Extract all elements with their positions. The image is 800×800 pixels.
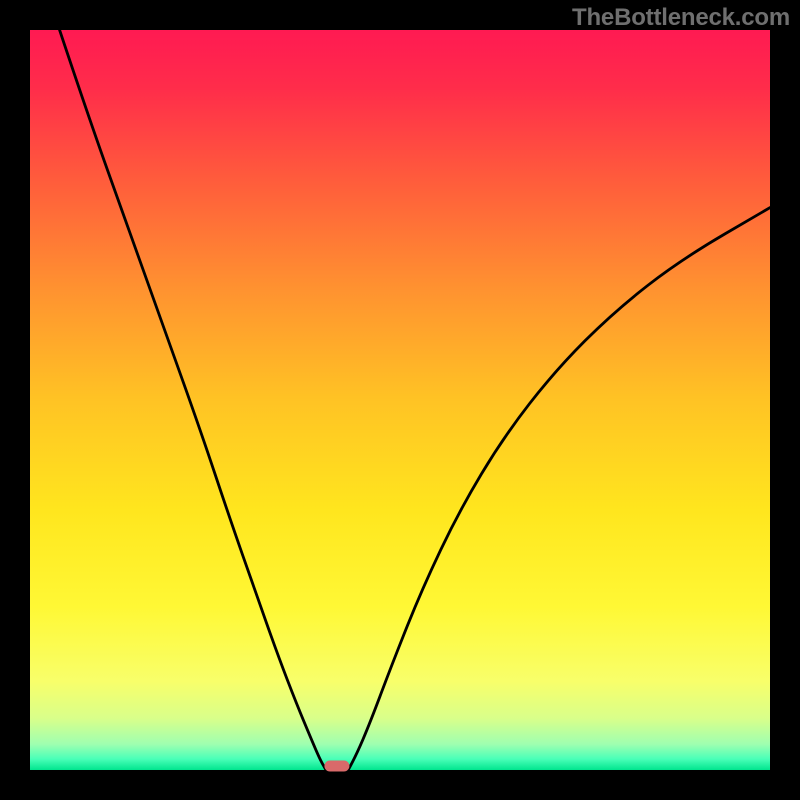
bottleneck-curve xyxy=(60,30,770,770)
optimal-marker xyxy=(325,761,350,772)
watermark-text: TheBottleneck.com xyxy=(572,4,790,32)
curve-svg xyxy=(30,30,770,770)
chart-frame: TheBottleneck.com xyxy=(0,0,800,800)
plot-area xyxy=(30,30,770,770)
